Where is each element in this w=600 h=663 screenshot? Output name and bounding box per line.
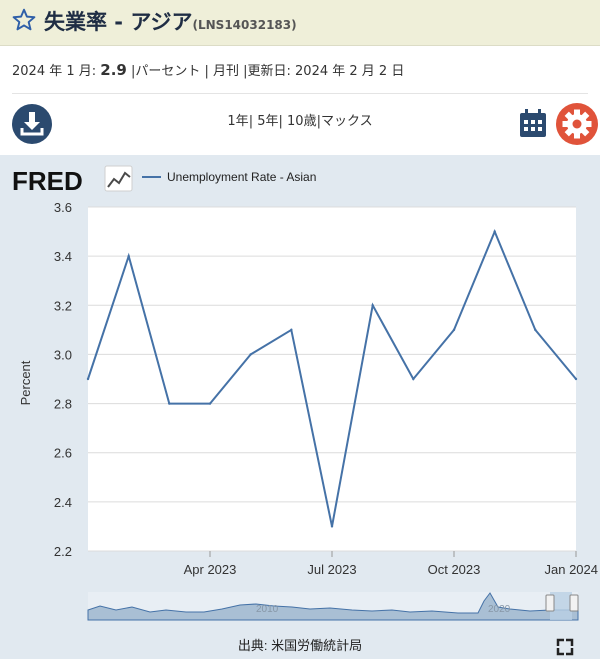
x-tick-label: Jul 2023 [307, 562, 356, 577]
data-point [127, 254, 130, 258]
fullscreen-icon[interactable] [556, 638, 574, 656]
x-tick-label: Jan 2024 [545, 562, 599, 577]
star-outline-icon[interactable] [11, 7, 37, 33]
range-max[interactable]: マックス [320, 114, 373, 129]
page-title: 失業率 - アジア(LNS14032183) [44, 6, 297, 36]
navigator-handle-right[interactable] [569, 594, 579, 612]
data-point [168, 402, 171, 405]
y-axis-label: Percent [18, 360, 33, 405]
y-tick-label: 2.4 [54, 495, 72, 510]
fred-logo-text: FRED [12, 166, 83, 196]
meta-suffix: |パーセント | 月刊 |更新日: 2024 年 2 月 2 日 [126, 64, 405, 79]
data-point [534, 328, 537, 332]
data-point [493, 230, 496, 233]
navigator-area [87, 592, 579, 621]
range-separator: | [316, 114, 321, 129]
navigator-handle-left[interactable] [545, 594, 555, 612]
download-icon [20, 112, 44, 136]
x-tick-label: Oct 2023 [428, 562, 481, 577]
fred-logo: FRED [12, 165, 133, 196]
y-tick-label: 2.8 [54, 397, 72, 412]
calendar-icon[interactable] [519, 108, 547, 138]
navigator-label: 2020 [488, 604, 511, 615]
data-point [574, 377, 578, 381]
series-id: (LNS14032183) [192, 18, 297, 32]
y-tick-label: 2.2 [54, 544, 72, 559]
range-separator: | [278, 114, 283, 129]
range-5y[interactable]: 5年 [257, 114, 279, 129]
title-bar: 失業率 - アジア(LNS14032183) [0, 0, 600, 46]
range-10y[interactable]: 10歳 [287, 114, 317, 129]
range-separator: | [248, 114, 254, 129]
data-point [249, 353, 252, 356]
range-selector: 1年| 5年| 10歳|マックス [0, 110, 600, 129]
data-point [412, 377, 415, 381]
meta-prefix: 2024 年 1 月: [12, 64, 101, 79]
navigator-window[interactable] [550, 592, 572, 620]
source-text: 出典: 米国労働統計局 [238, 638, 362, 653]
data-point [86, 377, 90, 381]
gear-icon [562, 109, 592, 139]
data-point [452, 328, 456, 332]
y-tick-label: 2.6 [54, 446, 72, 461]
data-point [208, 402, 212, 405]
y-tick-label: 3.6 [54, 200, 72, 215]
title-text: 失業率 - アジア [44, 10, 193, 34]
navigator: 2010 2020 [87, 592, 579, 621]
legend-label: Unemployment Rate - Asian [167, 170, 316, 184]
y-tick-label: 3.0 [54, 347, 72, 362]
divider [12, 93, 588, 94]
y-tick-label: 3.4 [54, 249, 72, 264]
data-point [371, 304, 374, 307]
navigator-label: 2010 [256, 604, 279, 615]
range-1y[interactable]: 1年 [227, 114, 249, 129]
latest-value: 2.9 [100, 61, 127, 79]
x-tick-label: Apr 2023 [184, 562, 237, 577]
line-chart: FRED Unemployment Rate - Asian 2.2 2.4 2.6… [12, 165, 599, 656]
series-meta: 2024 年 1 月: 2.9 |パーセント | 月刊 |更新日: 2024 年… [12, 60, 404, 79]
y-tick-label: 3.2 [54, 298, 72, 313]
chart-panel: FRED Unemployment Rate - Asian 2.2 2.4 2.6… [0, 155, 600, 659]
data-point [330, 525, 334, 528]
download-button[interactable] [12, 104, 52, 144]
plot-area [88, 207, 576, 551]
settings-button[interactable] [556, 103, 598, 145]
data-point [290, 328, 293, 332]
